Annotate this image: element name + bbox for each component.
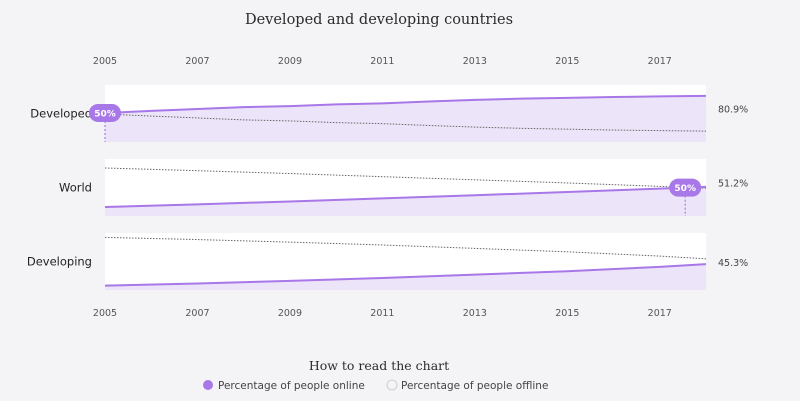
top-tick-label: 2013 [463,56,487,67]
panel-developing: Developing 45.3% [27,233,748,290]
panel-developed: Developed 80.9% 50% [30,85,748,142]
bottom-tick-label: 2017 [648,308,672,319]
online-line [104,263,707,287]
online-line [104,185,707,208]
bottom-tick-label: 2005 [93,308,117,319]
end-value-label: 51.2% [718,179,748,190]
legend-online-label: Percentage of people online [218,380,365,392]
bottom-tick-label: 2011 [370,308,394,319]
bottom-axis: 2005 2007 2009 2011 2013 2015 2017 [93,308,672,319]
row-label: World [59,181,92,195]
end-value-label: 80.9% [718,105,748,116]
row-label: Developing [27,255,92,269]
legend-offline-swatch [386,379,398,391]
row-label: Developed [30,107,92,121]
offline-line [104,113,707,132]
legend: Percentage of people online Percentage o… [203,379,548,392]
top-tick-label: 2007 [185,56,209,67]
marker-label: 50% [674,184,696,194]
marker-pill [669,178,702,197]
legend-title: How to read the chart [309,358,449,373]
bottom-tick-label: 2009 [278,308,302,319]
top-axis: 2005 2007 2009 2011 2013 2015 2017 [93,56,672,67]
legend-online-swatch [203,380,213,390]
top-tick-label: 2005 [93,56,117,67]
panels: Developed 80.9% 50% World 51.2% 50% Developing… [27,85,748,290]
online-area [105,186,706,216]
marker-pill [89,103,121,122]
panel-world: World 51.2% 50% [59,159,748,216]
top-tick-label: 2017 [648,56,672,67]
online-line [104,94,707,114]
end-value-label: 45.3% [718,258,748,269]
top-tick-label: 2011 [370,56,394,67]
chart-title: Developed and developing countries [245,12,513,28]
top-tick-label: 2009 [278,56,302,67]
bottom-tick-label: 2007 [185,308,209,319]
top-tick-label: 2015 [555,56,579,67]
legend-offline-label: Percentage of people offline [401,380,548,392]
marker-label: 50% [94,109,116,119]
online-area [105,264,706,290]
bottom-tick-label: 2015 [555,308,579,319]
bottom-tick-label: 2013 [463,308,487,319]
